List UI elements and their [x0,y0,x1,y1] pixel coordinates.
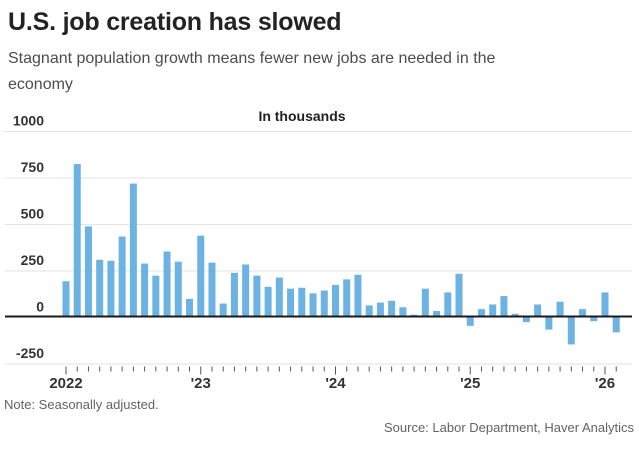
bar [253,275,261,318]
bar [489,304,497,318]
bar [309,293,317,318]
bar [320,290,328,318]
bar [421,288,429,318]
bar [298,287,306,318]
bar [433,310,441,318]
bar [556,301,564,318]
bar [444,292,452,318]
bar [84,226,92,318]
bar [73,164,81,318]
chart-subtitle: Stagnant population growth means fewer n… [8,50,496,93]
bar [208,262,216,318]
bar [242,264,250,318]
bar [545,317,553,330]
bar [522,317,530,323]
bar [197,235,205,318]
bar [219,303,227,318]
bar [601,292,609,318]
bar [62,281,70,318]
y-axis-label: 500 [21,206,45,222]
bar [477,309,485,318]
bar [466,317,474,326]
y-axis-label: 250 [21,252,45,268]
bar [590,317,598,322]
x-axis-year-label: '23 [191,375,211,392]
bar [579,309,587,318]
y-axis-label: -250 [16,345,44,361]
bar [118,236,126,318]
bar [163,251,171,318]
bar [141,263,149,318]
bar [365,305,373,318]
bar [332,284,339,318]
bar [152,275,160,318]
bar [96,259,104,318]
bar [174,261,182,318]
bar [107,260,115,318]
bar [500,296,508,318]
bar [129,183,137,318]
source-credit: Source: Labor Department, Haver Analytic… [383,420,634,435]
bar [343,279,351,318]
x-axis-year-label: 2022 [49,375,82,392]
bar [534,304,542,318]
bar [275,277,283,318]
x-axis-year-label: '24 [325,375,346,392]
bar [354,274,362,318]
bar [399,307,407,318]
bar [230,272,238,318]
bar [186,298,194,318]
page-title: U.S. job creation has slowed [8,8,342,36]
y-axis-label: 1000 [13,113,44,129]
axis-unit-label: In thousands [258,108,346,124]
bar [567,317,575,345]
bar [455,273,463,318]
bar [376,302,384,318]
footnote: Note: Seasonally adjusted. [4,397,159,412]
bar [287,288,295,318]
y-axis-label: 750 [21,159,45,175]
x-axis-year-label: '26 [595,375,615,392]
bar [388,300,396,318]
x-axis-year-label: '25 [460,375,480,392]
bar [264,286,272,318]
bar [612,317,620,333]
y-axis-label: 0 [36,299,44,315]
